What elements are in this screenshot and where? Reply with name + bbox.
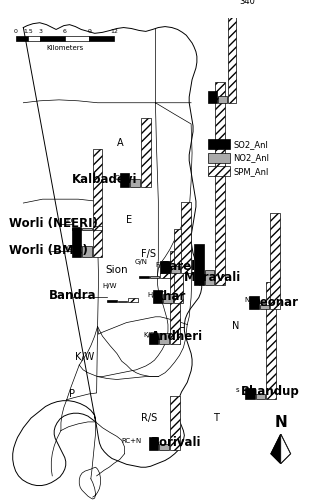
- Bar: [149, 333, 158, 344]
- Text: L: L: [179, 320, 184, 330]
- Bar: [107, 300, 117, 302]
- Text: Borivali: Borivali: [151, 436, 201, 450]
- Text: Deonar: Deonar: [251, 296, 299, 308]
- Bar: [256, 394, 265, 399]
- Bar: [181, 202, 191, 274]
- Text: Worli (BMC): Worli (BMC): [9, 244, 88, 256]
- Text: Kalbadevi: Kalbadevi: [71, 173, 137, 186]
- Bar: [93, 150, 103, 257]
- Bar: [208, 153, 230, 162]
- Bar: [16, 36, 28, 41]
- Text: Khar: Khar: [154, 290, 186, 303]
- Bar: [170, 396, 180, 450]
- Text: 6: 6: [63, 30, 67, 35]
- Text: C: C: [115, 175, 120, 181]
- Bar: [153, 290, 162, 304]
- Polygon shape: [271, 434, 291, 464]
- Polygon shape: [281, 434, 291, 464]
- Text: Andheri: Andheri: [151, 330, 203, 344]
- Text: N: N: [232, 322, 239, 332]
- Text: M: M: [195, 266, 203, 276]
- Bar: [40, 36, 65, 41]
- Bar: [71, 228, 81, 230]
- Bar: [266, 282, 276, 399]
- Bar: [270, 214, 280, 309]
- Bar: [218, 96, 227, 102]
- Text: 9: 9: [88, 30, 92, 35]
- Text: 0: 0: [14, 30, 18, 35]
- Bar: [208, 91, 217, 102]
- Text: Kilometers: Kilometers: [46, 45, 84, 51]
- Bar: [150, 276, 159, 278]
- Bar: [82, 246, 92, 257]
- Text: F/N: F/N: [155, 262, 167, 268]
- Text: Maravali: Maravali: [184, 272, 241, 284]
- Text: G/N: G/N: [134, 258, 147, 264]
- Bar: [160, 262, 170, 274]
- Bar: [149, 436, 158, 450]
- Text: E: E: [126, 216, 133, 226]
- Bar: [82, 228, 92, 230]
- Text: A: A: [117, 138, 123, 148]
- Bar: [160, 274, 170, 278]
- Text: H/E: H/E: [148, 292, 160, 298]
- Text: K/W: K/W: [75, 352, 95, 362]
- Bar: [141, 118, 151, 186]
- Bar: [215, 82, 225, 285]
- Text: P: P: [68, 389, 74, 399]
- Text: SPM_Anl: SPM_Anl: [233, 166, 269, 175]
- Text: 12: 12: [110, 30, 118, 35]
- Text: C/S: C/S: [67, 245, 78, 251]
- Text: NO2_Anl: NO2_Anl: [233, 153, 270, 162]
- Polygon shape: [271, 434, 281, 464]
- Bar: [118, 300, 128, 302]
- Bar: [130, 180, 140, 186]
- Text: M: M: [199, 281, 205, 287]
- Bar: [170, 251, 180, 344]
- Text: T: T: [213, 413, 219, 423]
- Text: N: N: [244, 298, 249, 304]
- Text: H/W: H/W: [103, 283, 117, 289]
- Bar: [159, 333, 169, 344]
- Text: R/S: R/S: [141, 413, 157, 423]
- Bar: [120, 174, 129, 186]
- Bar: [90, 36, 114, 41]
- Bar: [71, 227, 81, 257]
- Bar: [249, 296, 259, 309]
- Text: Sion: Sion: [105, 264, 128, 274]
- Text: Parel: Parel: [162, 260, 196, 273]
- Bar: [139, 276, 149, 278]
- Bar: [65, 36, 90, 41]
- Bar: [159, 444, 169, 450]
- Bar: [174, 228, 183, 304]
- Text: Worli (NEERI): Worli (NEERI): [9, 216, 98, 230]
- Text: F/S: F/S: [141, 249, 156, 259]
- Text: 1.5: 1.5: [23, 30, 33, 35]
- Bar: [28, 36, 40, 41]
- Bar: [194, 244, 204, 285]
- Bar: [171, 266, 180, 274]
- Bar: [163, 294, 173, 304]
- Bar: [208, 166, 230, 176]
- Bar: [205, 270, 214, 285]
- Text: 340: 340: [239, 0, 255, 6]
- Text: N: N: [275, 414, 287, 430]
- Bar: [245, 388, 255, 399]
- Bar: [208, 140, 230, 149]
- Text: 3: 3: [38, 30, 42, 35]
- Text: s: s: [235, 387, 239, 393]
- Text: SO2_Anl: SO2_Anl: [233, 140, 269, 148]
- Text: Bandra: Bandra: [49, 289, 97, 302]
- Text: K/E: K/E: [144, 332, 155, 338]
- Text: RC+N: RC+N: [122, 438, 142, 444]
- Bar: [260, 305, 269, 309]
- Bar: [129, 298, 138, 302]
- Bar: [228, 0, 236, 102]
- Text: D: D: [67, 218, 72, 224]
- Bar: [93, 226, 103, 230]
- Text: Bhandup: Bhandup: [241, 386, 300, 398]
